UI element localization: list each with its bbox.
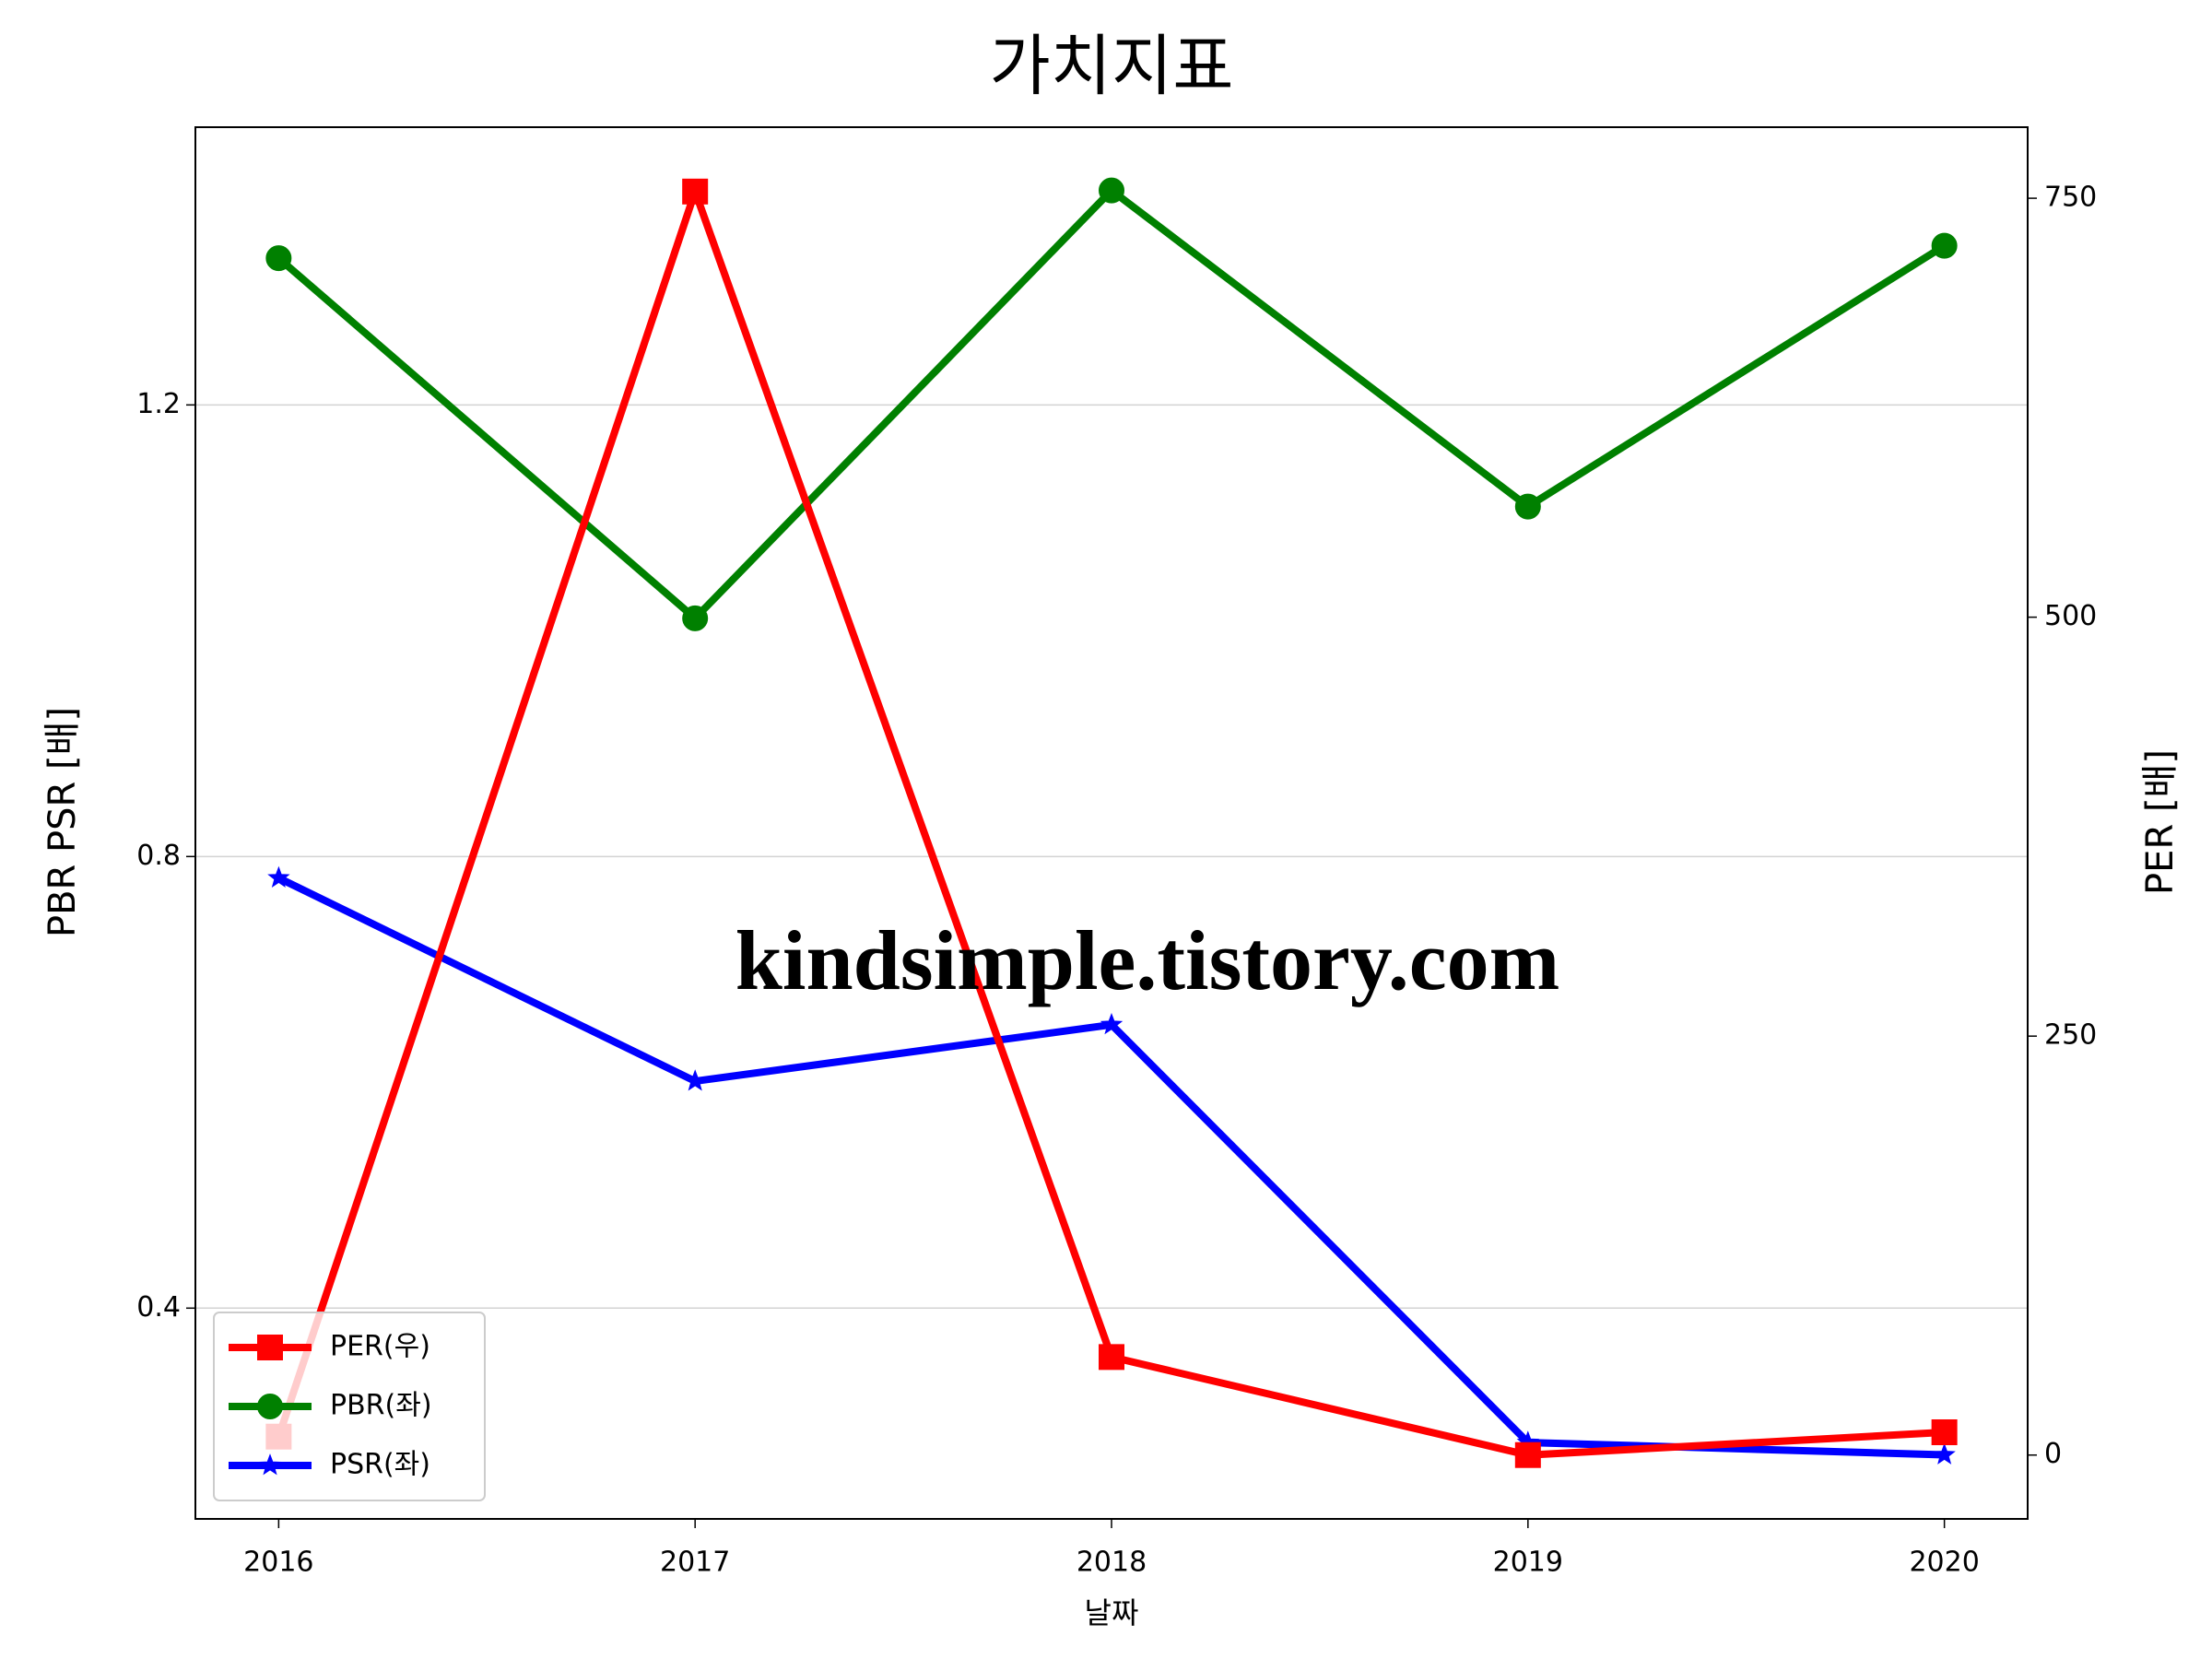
- marker: [1099, 1344, 1124, 1371]
- marker: [1931, 1419, 1958, 1445]
- y-tick-label: 0.8: [136, 840, 181, 872]
- plot-frame: [194, 126, 2029, 1520]
- watermark: kindsimple.tistory.com: [735, 913, 1559, 1007]
- legend-label: PBR(좌): [330, 1390, 432, 1422]
- marker: [683, 1069, 707, 1091]
- legend-marker: [257, 1335, 283, 1360]
- x-tick-label: 2017: [660, 1547, 730, 1579]
- legend-label: PSR(좌): [330, 1449, 430, 1481]
- y-axis-label: PBR PSR [배]: [41, 707, 84, 937]
- marker: [682, 178, 709, 205]
- x-tick-label: 2020: [1909, 1547, 1979, 1579]
- y2-tick-label: 750: [2044, 182, 2097, 214]
- y-tick-label: 0.4: [136, 1291, 181, 1324]
- marker: [267, 865, 290, 888]
- marker: [1933, 1442, 1956, 1465]
- marker: [265, 245, 292, 272]
- y2-axis-label: PER [배]: [2139, 749, 2182, 895]
- y2-tick-label: 250: [2044, 1019, 2097, 1052]
- y-tick-label: 1.2: [136, 388, 181, 420]
- y2-tick-label: 500: [2044, 600, 2097, 632]
- marker: [682, 605, 709, 631]
- marker: [1931, 232, 1958, 259]
- marker: [1099, 177, 1124, 204]
- x-tick-label: 2019: [1493, 1547, 1563, 1579]
- x-tick-label: 2016: [243, 1547, 313, 1579]
- chart-title: 가치지표: [990, 28, 1234, 105]
- marker: [1514, 1441, 1541, 1468]
- legend-label: PER(우): [330, 1331, 430, 1363]
- legend-marker: [257, 1394, 283, 1419]
- legend-marker: [258, 1453, 282, 1476]
- x-tick-label: 2018: [1077, 1547, 1147, 1579]
- y2-tick-label: 0: [2044, 1438, 2062, 1470]
- marker: [1100, 1012, 1124, 1035]
- x-axis-label: 날짜: [1085, 1595, 1139, 1630]
- marker: [1514, 493, 1541, 520]
- series: [265, 177, 1958, 631]
